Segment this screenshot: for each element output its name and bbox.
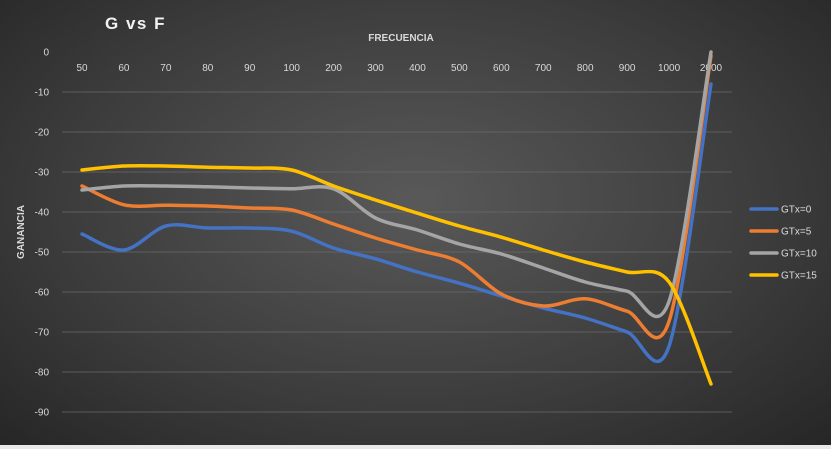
legend-label: GTx=10 [781, 249, 817, 260]
y-tick-label: -70 [35, 328, 50, 339]
x-tick-label: 90 [244, 63, 256, 74]
series-line-gtx-10 [80, 50, 713, 319]
x-tick-label: 50 [76, 63, 88, 74]
series-line-gtx-15 [80, 163, 713, 386]
x-tick-label: 80 [202, 63, 214, 74]
y-tick-label: -90 [35, 408, 50, 419]
y-tick-label: -20 [35, 128, 50, 139]
x-tick-label: 300 [367, 63, 384, 74]
x-tick-label: 800 [577, 63, 594, 74]
x-axis-ticks: 50 60 70 80 90 100 200 300 400 500 600 700 800 900 100… [76, 63, 722, 74]
x-tick-label: 60 [118, 63, 130, 74]
legend-label: GTx=15 [781, 271, 817, 282]
x-tick-label: 500 [451, 63, 468, 74]
series-line-gtx-0 [80, 82, 713, 364]
legend: GTx=0 GTx=5 GTx=10 GTx=15 [749, 205, 817, 282]
y-tick-label: -30 [35, 168, 50, 179]
y-tick-label: -40 [35, 208, 50, 219]
x-tick-label: 400 [409, 63, 426, 74]
x-tick-label: 900 [619, 63, 636, 74]
x-tick-label: 2000 [700, 63, 723, 74]
legend-label: GTx=5 [781, 227, 812, 238]
x-tick-label: 200 [325, 63, 342, 74]
y-tick-label: 0 [43, 48, 49, 59]
x-tick-label: 700 [535, 63, 552, 74]
series-line-gtx-5 [80, 54, 713, 340]
gridlines [62, 91, 732, 413]
y-tick-label: -10 [35, 88, 50, 99]
x-tick-label: 600 [493, 63, 510, 74]
legend-label: GTx=0 [781, 205, 812, 216]
y-axis-title: GANANCIA [16, 205, 27, 259]
x-tick-label: 70 [160, 63, 172, 74]
y-tick-label: -50 [35, 248, 50, 259]
chart-title: G vs F [105, 14, 166, 33]
x-axis-title: FRECUENCIA [368, 33, 434, 44]
x-tick-label: 100 [283, 63, 300, 74]
y-tick-label: -80 [35, 368, 50, 379]
y-tick-label: -60 [35, 288, 50, 299]
y-axis-ticks: 0 -10 -20 -30 -40 -50 -60 -70 -80 -90 [35, 48, 50, 419]
x-tick-label: 1000 [658, 63, 681, 74]
series-lines [80, 50, 713, 386]
